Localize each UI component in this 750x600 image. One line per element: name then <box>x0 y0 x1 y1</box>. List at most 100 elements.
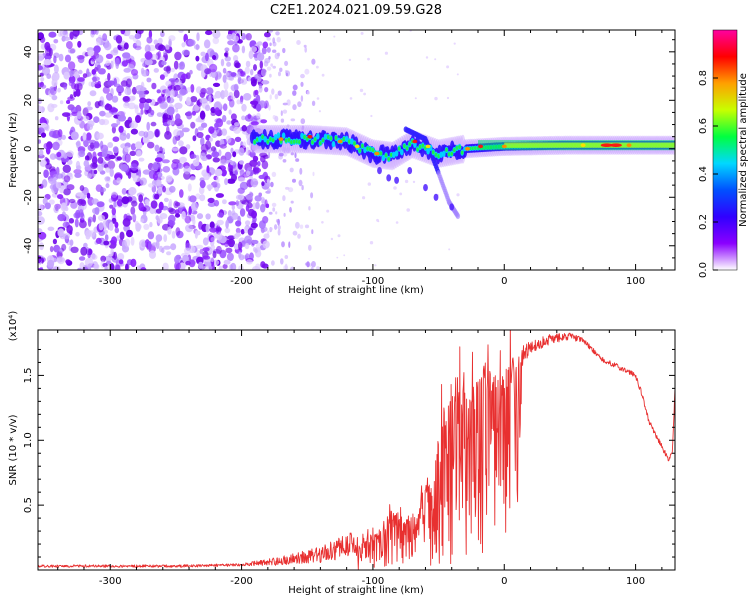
noise-blob <box>117 114 126 122</box>
spectrogram-y-ticks: -40 -20 0 20 40 <box>23 39 675 271</box>
noise-blob <box>47 103 55 113</box>
noise-blob <box>256 52 265 62</box>
noise-blob <box>233 83 239 91</box>
noise-blob <box>38 231 47 240</box>
snr-x-ticks: -300 -200 -100 0 100 <box>57 330 663 587</box>
noise-blob <box>212 95 218 100</box>
noise-blob <box>222 264 228 269</box>
noise-blob <box>141 69 149 77</box>
noise-blob <box>144 199 150 205</box>
noise-blob <box>77 267 82 270</box>
noise-blob <box>90 81 95 88</box>
noise-blob <box>275 211 278 215</box>
noise-blob <box>166 125 170 136</box>
noise-blob <box>143 223 150 230</box>
noise-blob <box>40 84 47 89</box>
noise-blob <box>211 181 219 188</box>
noise-blob <box>62 164 71 173</box>
noise-blob <box>223 259 231 265</box>
noise-blob <box>230 262 237 270</box>
noise-blob <box>215 71 222 80</box>
noise-blob <box>130 163 138 171</box>
noise-blob <box>181 42 186 48</box>
noise-blob <box>75 231 80 237</box>
noise-blob <box>269 42 272 47</box>
signal-core-green <box>368 147 372 152</box>
noise-blob <box>205 104 211 112</box>
noise-blob <box>229 171 234 176</box>
signal-core-green <box>271 138 275 143</box>
noise-blob <box>93 116 100 123</box>
noise-blob <box>224 50 229 58</box>
noise-blob <box>230 113 237 121</box>
noise-blob <box>232 161 237 170</box>
noise-blob <box>205 87 214 95</box>
noise-blob <box>110 263 115 270</box>
noise-blob <box>76 55 85 60</box>
signal-core-green <box>384 153 388 158</box>
noise-blob <box>39 159 47 167</box>
noise-blob <box>54 116 59 121</box>
noise-blob <box>181 73 189 80</box>
noise-blob <box>150 121 157 127</box>
noise-dot <box>360 31 364 35</box>
noise-blob <box>43 59 52 66</box>
noise-blob <box>239 160 244 165</box>
noise-dot <box>377 220 380 223</box>
noise-blob <box>136 150 142 157</box>
signal-core-green <box>455 145 459 150</box>
noise-blob <box>238 254 245 261</box>
noise-blob <box>61 112 71 117</box>
noise-blob <box>83 160 90 167</box>
noise-dot <box>316 266 320 270</box>
noise-blob <box>284 60 289 66</box>
noise-blob <box>266 47 271 53</box>
noise-blob <box>74 83 80 91</box>
signal-core-green <box>445 147 448 152</box>
noise-blob <box>48 31 57 38</box>
noise-blob <box>225 219 229 229</box>
signal-core-green <box>295 139 299 144</box>
noise-blob <box>52 71 60 81</box>
noise-blob <box>237 71 241 79</box>
noise-blob <box>96 201 105 208</box>
noise-blob <box>292 84 298 91</box>
noise-blob <box>247 228 254 236</box>
noise-blob <box>247 113 252 120</box>
noise-blob <box>101 149 108 158</box>
noise-blob <box>205 213 211 220</box>
noise-blob <box>255 201 260 210</box>
noise-blob <box>78 69 83 75</box>
noise-blob <box>164 130 172 140</box>
noise-blob <box>144 103 150 111</box>
noise-blob <box>100 255 107 262</box>
noise-blob <box>222 115 227 123</box>
noise-blob <box>140 57 147 63</box>
noise-blob <box>138 130 146 137</box>
noise-blob <box>261 160 269 170</box>
noise-blob <box>234 169 238 176</box>
noise-blob <box>112 146 119 154</box>
noise-blob <box>220 169 227 177</box>
noise-blob <box>202 255 211 260</box>
noise-blob <box>38 211 43 217</box>
signal-core-cyan <box>323 133 328 140</box>
noise-blob <box>38 53 44 62</box>
noise-dot <box>393 186 397 190</box>
noise-blob <box>245 146 250 156</box>
noise-blob <box>63 175 71 183</box>
noise-dot <box>363 92 366 96</box>
noise-blob <box>211 151 220 158</box>
signal-hotspot <box>609 143 622 147</box>
noise-blob <box>135 115 141 123</box>
noise-blob <box>290 152 294 156</box>
noise-blob <box>267 230 270 236</box>
noise-dot <box>326 209 330 213</box>
noise-dot <box>453 42 456 45</box>
noise-blob <box>163 234 168 243</box>
noise-blob <box>201 156 208 161</box>
noise-blob <box>107 160 116 170</box>
noise-blob <box>196 250 201 257</box>
noise-blob <box>114 227 120 234</box>
signal-core-green <box>334 135 338 140</box>
